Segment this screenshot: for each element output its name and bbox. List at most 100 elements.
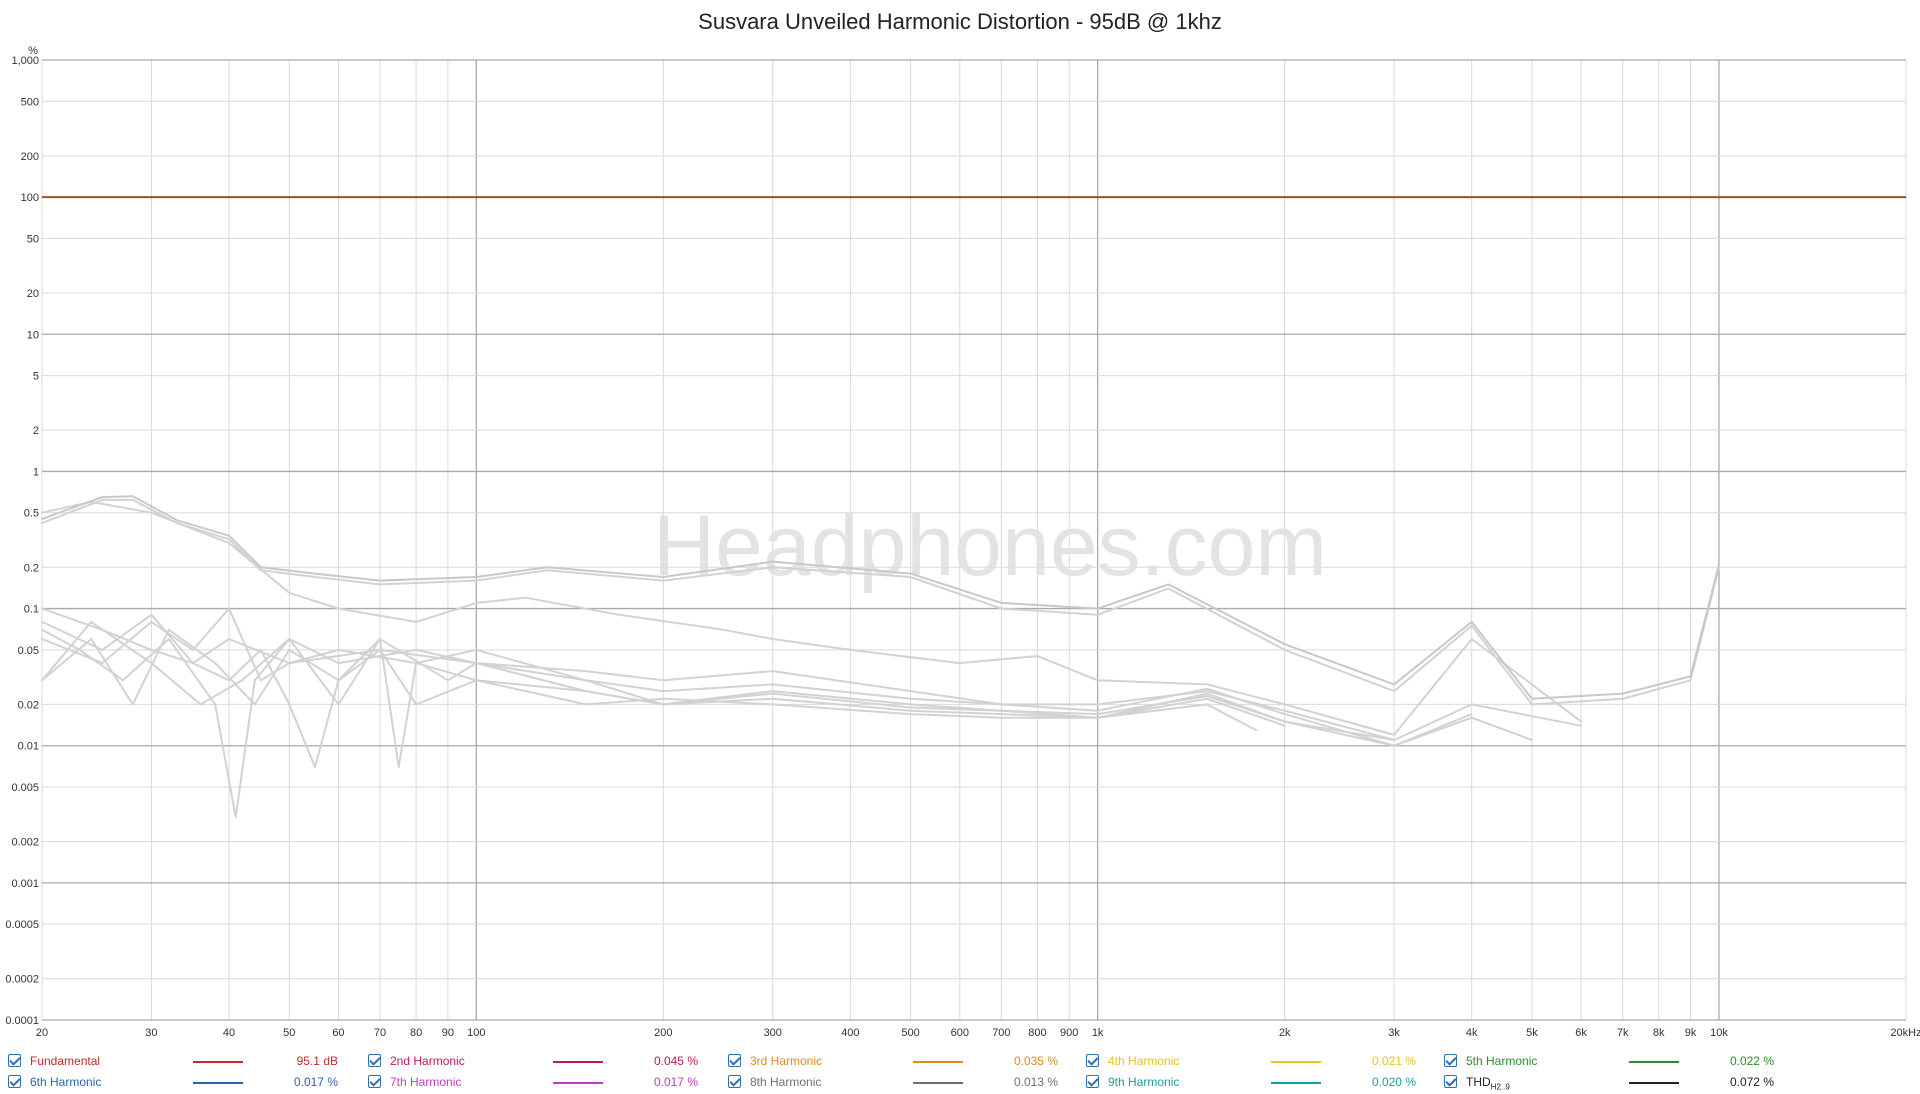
checkbox-thd[interactable] [1444, 1075, 1457, 1088]
series-lines [41, 495, 1720, 819]
checkbox-9th-harmonic[interactable] [1086, 1075, 1099, 1088]
y-tick-label: 5 [33, 371, 39, 383]
y-tick-label: 100 [21, 192, 39, 204]
y-axis-ticks: 1,000 500 200 100 50 20 10 5 2 1 0.5 0.2 0.1 0.05 0.02… [5, 55, 39, 1027]
legend-label-9th-harmonic: 9th Harmonic [1108, 1075, 1180, 1089]
series-5th-harmonic-line [41, 620, 1533, 747]
y-tick-label: 2 [33, 425, 39, 437]
legend-label-8th-harmonic: 8th Harmonic [750, 1075, 822, 1089]
series-6th-harmonic-line [41, 607, 1473, 747]
x-tick-label: 5k [1526, 1027, 1538, 1039]
series-7th-harmonic-line [41, 628, 1396, 819]
chart-title: Susvara Unveiled Harmonic Distortion - 9… [698, 9, 1222, 34]
legend-item-4th-harmonic[interactable]: 4th Harmonic 0.021 % [1086, 1053, 1426, 1073]
legend-swatch-7th-harmonic [553, 1082, 603, 1084]
x-tick-label: 2k [1279, 1027, 1291, 1039]
x-tick-label: 50 [283, 1027, 295, 1039]
y-tick-label: 0.001 [11, 878, 39, 890]
y-tick-label: 1,000 [11, 55, 39, 67]
series-3rd-harmonic-line [41, 500, 1583, 736]
y-tick-label: 500 [21, 96, 39, 108]
x-tick-label: 8k [1653, 1027, 1665, 1039]
legend-label-3rd-harmonic: 3rd Harmonic [750, 1054, 823, 1068]
y-tick-label: 10 [27, 329, 39, 341]
legend-value-9th-harmonic: 0.020 % [1371, 1075, 1416, 1089]
x-tick-label: 100 [467, 1027, 485, 1039]
legend-value-6th-harmonic: 0.017 % [293, 1075, 338, 1089]
legend-value-fundamental: 95.1 dB [296, 1054, 338, 1068]
legend-item-9th-harmonic[interactable]: 9th Harmonic 0.020 % [1086, 1074, 1426, 1094]
x-tick-label: 3k [1388, 1027, 1400, 1039]
x-tick-label: 10k [1710, 1027, 1728, 1039]
x-tick-label: 90 [442, 1027, 454, 1039]
y-tick-label: 0.0002 [5, 974, 39, 986]
y-tick-label: 0.0005 [5, 919, 39, 931]
legend-item-7th-harmonic[interactable]: 7th Harmonic 0.017 % [368, 1074, 708, 1094]
legend-item-thd[interactable]: THDH2..9 0.072 % [1444, 1074, 1784, 1094]
checkbox-2nd-harmonic[interactable] [368, 1054, 381, 1067]
chart-legend: Fundamental 95.1 dB 2nd Harmonic 0.045 %… [0, 1043, 1920, 1091]
legend-swatch-fundamental [193, 1061, 243, 1063]
legend-value-8th-harmonic: 0.013 % [1013, 1075, 1058, 1089]
checkbox-5th-harmonic[interactable] [1444, 1054, 1457, 1067]
y-tick-label: 50 [27, 233, 39, 245]
legend-swatch-thd [1629, 1082, 1679, 1084]
distortion-chart: Susvara Unveiled Harmonic Distortion - 9… [5, 9, 1920, 1039]
checkbox-4th-harmonic[interactable] [1086, 1054, 1099, 1067]
x-tick-label: 80 [410, 1027, 422, 1039]
y-tick-label: 20 [27, 288, 39, 300]
x-tick-label: 70 [374, 1027, 386, 1039]
x-tick-label: 6k [1575, 1027, 1587, 1039]
legend-swatch-6th-harmonic [193, 1082, 243, 1084]
x-tick-label: 500 [901, 1027, 919, 1039]
y-tick-label: 0.5 [24, 508, 39, 520]
series-thd-line [41, 495, 1720, 700]
legend-swatch-4th-harmonic [1271, 1061, 1321, 1063]
legend-item-fundamental[interactable]: Fundamental 95.1 dB [8, 1053, 348, 1073]
legend-label-5th-harmonic: 5th Harmonic [1466, 1054, 1538, 1068]
y-tick-label: 0.0001 [5, 1015, 39, 1027]
checkbox-fundamental[interactable] [8, 1054, 21, 1067]
legend-item-2nd-harmonic[interactable]: 2nd Harmonic 0.045 % [368, 1053, 708, 1073]
legend-label-6th-harmonic: 6th Harmonic [30, 1075, 102, 1089]
legend-value-2nd-harmonic: 0.045 % [653, 1054, 698, 1068]
legend-value-5th-harmonic: 0.022 % [1729, 1054, 1774, 1068]
y-tick-label: 0.01 [18, 741, 39, 753]
legend-swatch-2nd-harmonic [553, 1061, 603, 1063]
y-tick-label: 0.2 [24, 562, 39, 574]
y-tick-label: 0.05 [18, 645, 39, 657]
legend-label-4th-harmonic: 4th Harmonic [1108, 1054, 1180, 1068]
legend-item-6th-harmonic[interactable]: 6th Harmonic 0.017 % [8, 1074, 348, 1094]
legend-value-4th-harmonic: 0.021 % [1371, 1054, 1416, 1068]
y-tick-label: 200 [21, 151, 39, 163]
legend-value-3rd-harmonic: 0.035 % [1013, 1054, 1058, 1068]
x-tick-label: 7k [1617, 1027, 1629, 1039]
x-axis-ticks: 20 30 40 50 60 70 80 90 100 200 300 400 500 600 700 800… [36, 1027, 1920, 1039]
x-tick-label: 30 [145, 1027, 157, 1039]
legend-item-5th-harmonic[interactable]: 5th Harmonic 0.022 % [1444, 1053, 1784, 1073]
legend-label-thd-sub: H2..9 [1490, 1082, 1510, 1092]
y-unit-label: % [28, 45, 38, 57]
y-tick-label: 0.1 [24, 604, 39, 616]
y-tick-label: 0.002 [11, 837, 39, 849]
series-2nd-harmonic-line [41, 498, 1720, 706]
checkbox-3rd-harmonic[interactable] [728, 1054, 741, 1067]
legend-value-thd: 0.072 % [1729, 1075, 1774, 1089]
x-tick-label: 700 [992, 1027, 1010, 1039]
series-8th-harmonic-line [41, 613, 1286, 768]
legend-label-fundamental: Fundamental [30, 1054, 101, 1068]
x-tick-label: 900 [1060, 1027, 1078, 1039]
checkbox-7th-harmonic[interactable] [368, 1075, 381, 1088]
legend-label-thd-main: THD [1466, 1075, 1491, 1089]
checkbox-8th-harmonic[interactable] [728, 1075, 741, 1088]
legend-label-thd: THDH2..9 [1466, 1075, 1510, 1091]
series-9th-harmonic-line [41, 628, 1258, 732]
x-tick-label: 40 [223, 1027, 235, 1039]
x-tick-label: 1k [1092, 1027, 1104, 1039]
checkbox-6th-harmonic[interactable] [8, 1075, 21, 1088]
legend-item-8th-harmonic[interactable]: 8th Harmonic 0.013 % [728, 1074, 1068, 1094]
x-tick-label: 800 [1028, 1027, 1046, 1039]
legend-item-3rd-harmonic[interactable]: 3rd Harmonic 0.035 % [728, 1053, 1068, 1073]
x-tick-label: 60 [332, 1027, 344, 1039]
x-tick-label: 20 [36, 1027, 48, 1039]
